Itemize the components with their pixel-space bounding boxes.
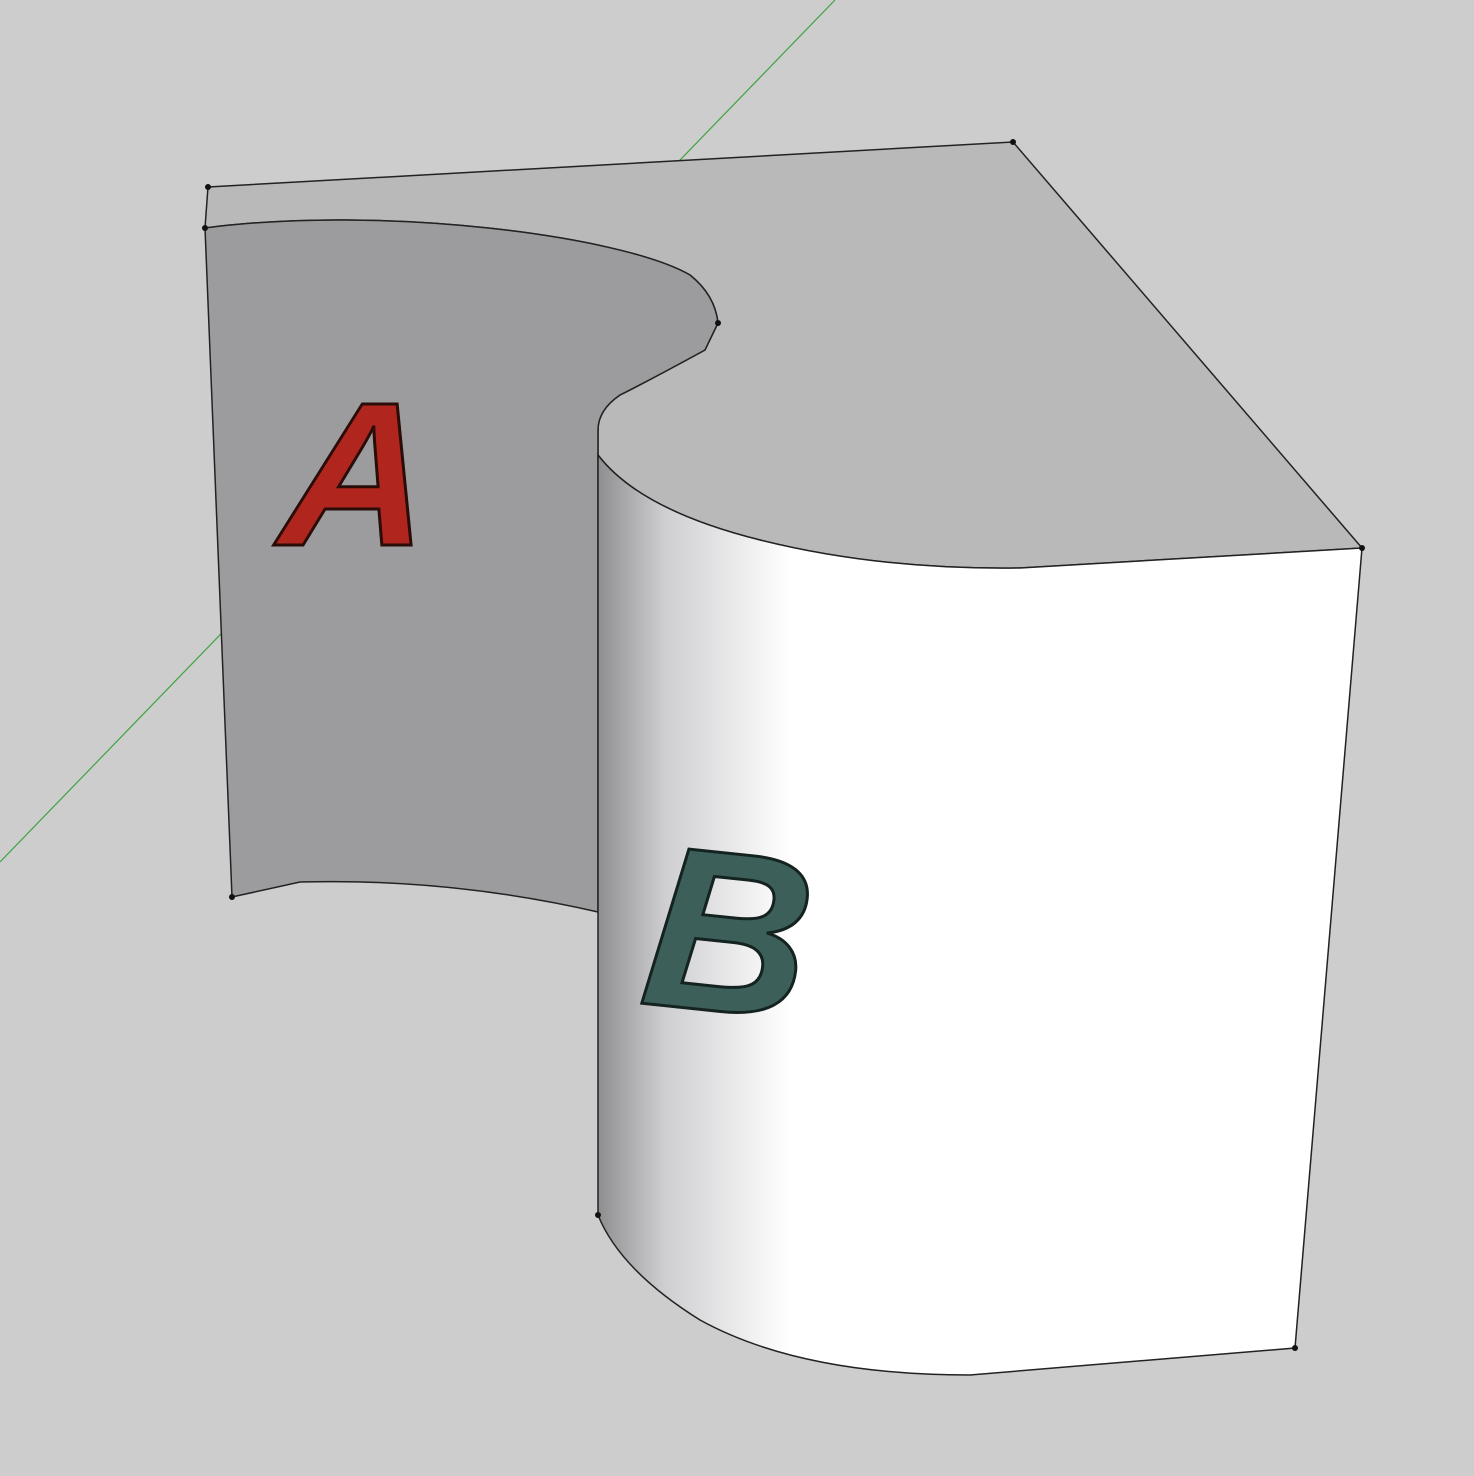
vertex: [1010, 139, 1016, 145]
vertex: [715, 320, 721, 326]
vertices: [202, 139, 1365, 1351]
vertex: [229, 894, 235, 900]
vertex: [595, 1212, 601, 1218]
face-b: [597, 452, 1363, 1376]
letter-b: B: [633, 796, 825, 1069]
vertex: [205, 184, 211, 190]
vertex: [1359, 545, 1365, 551]
vertex: [1292, 1345, 1298, 1351]
vertex: [202, 225, 208, 231]
face-a: [204, 219, 719, 913]
letter-a: A: [270, 360, 439, 589]
